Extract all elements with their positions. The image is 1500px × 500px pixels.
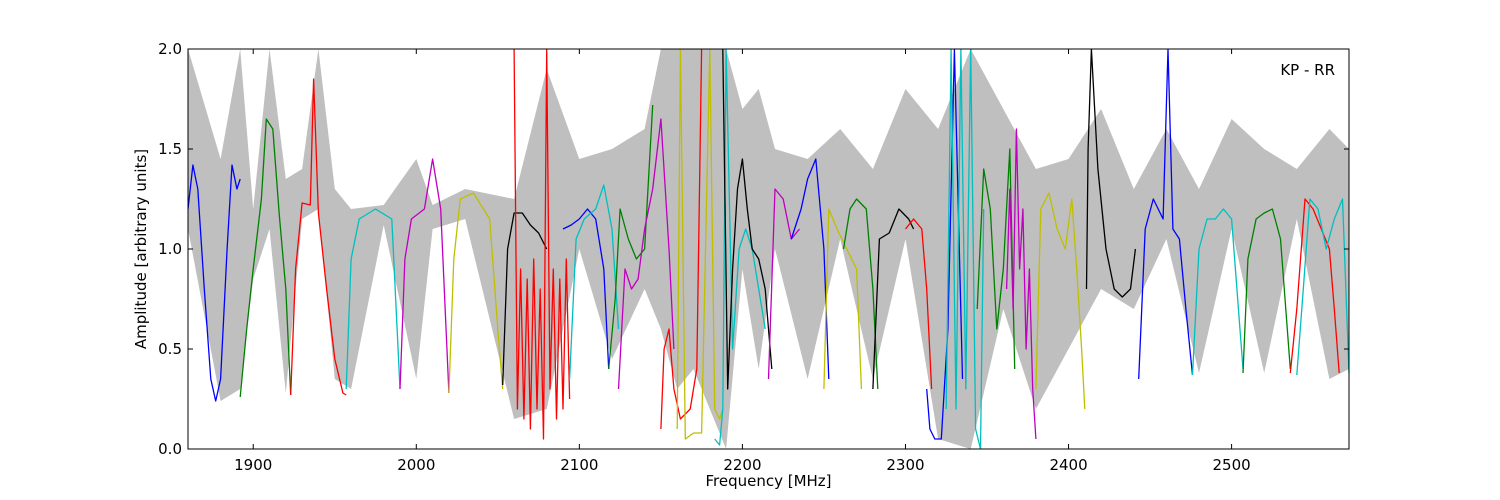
series-line-33 [1296, 198, 1349, 376]
series-line-6 [448, 192, 504, 394]
series-line-9 [562, 208, 610, 370]
series-line-2 [239, 118, 292, 398]
series-line-7 [502, 212, 548, 386]
series-line-30 [1191, 208, 1244, 376]
axis-ticks: 1900 2000 2100 2200 2300 2400 2500 0.0 0.5 1.0 1.5… [158, 40, 1349, 474]
series-line-14 [676, 49, 724, 440]
y-axis-label: Amplitude [arbitrary units] [132, 149, 150, 349]
x-tick-label: 2100 [560, 456, 598, 474]
x-axis-label: Frequency [MHz] [705, 472, 831, 490]
y-tick-label: 1.5 [158, 140, 182, 158]
x-tick-label: 2400 [1049, 456, 1087, 474]
series-line-26 [1005, 128, 1037, 440]
x-tick-label: 2300 [886, 456, 924, 474]
series-line-31 [1242, 208, 1291, 374]
series-line-18 [790, 158, 830, 380]
chart-annotation: KP - RR [1280, 61, 1335, 79]
series-line-24 [945, 49, 985, 449]
series-line-17 [767, 188, 801, 380]
y-tick-label: 1.0 [158, 240, 182, 258]
series-line-15 [714, 49, 766, 446]
x-tick-label: 2000 [397, 456, 435, 474]
series-line-20 [842, 198, 879, 390]
series-line-29 [1138, 49, 1194, 380]
series-line-4 [345, 208, 401, 390]
x-tick-label: 2500 [1213, 456, 1251, 474]
x-tick-label: 2200 [723, 456, 761, 474]
series-line-1 [188, 164, 241, 402]
series-line-19 [823, 208, 863, 390]
series-line-25 [976, 148, 1016, 370]
plot-frame [187, 48, 1350, 450]
series-line-16 [722, 49, 773, 390]
series-line-32 [1289, 198, 1340, 374]
series-line-8 [513, 49, 571, 440]
x-tick-label: 1900 [234, 456, 272, 474]
plot-area [188, 49, 1349, 449]
series-line-21 [872, 208, 915, 390]
series-line-5 [399, 158, 450, 394]
series-line-27 [1035, 192, 1086, 410]
y-tick-label: 0.5 [158, 340, 182, 358]
series-line-28 [1085, 49, 1137, 298]
series-line-22 [904, 218, 933, 390]
envelope-band [188, 49, 1349, 449]
series-line-10 [568, 184, 620, 380]
y-tick-label: 0.0 [158, 440, 182, 458]
series-line-3 [290, 78, 347, 396]
series-line-12 [617, 118, 675, 390]
series-line-11 [608, 104, 654, 370]
y-tick-label: 2.0 [158, 40, 182, 58]
